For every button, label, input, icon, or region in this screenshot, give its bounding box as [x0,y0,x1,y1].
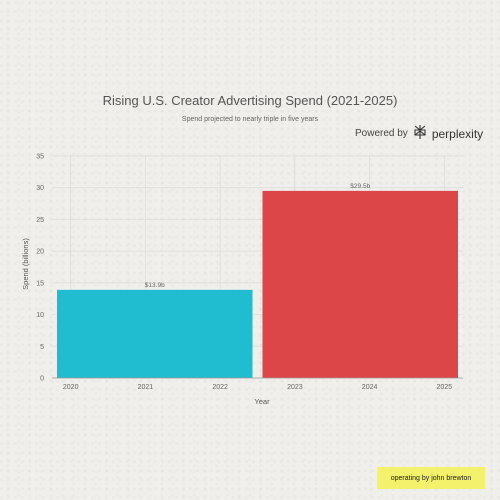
bar-value-label: $29.5b [350,183,370,190]
x-tick-label: 2022 [212,384,228,391]
y-tick-label: 10 [36,312,44,319]
chart-subtitle: Spend projected to nearly triple in five… [182,116,319,123]
y-tick-label: 25 [36,217,44,224]
perplexity-logo-icon [412,124,428,143]
author-badge-text: operating by john brewton [390,474,472,482]
powered-by-brand: perplexity [431,126,484,141]
y-tick-label: 20 [36,249,44,256]
bar-value-label: $13.9b [145,282,165,289]
powered-by: Powered by perplexity [355,124,483,143]
bars: $13.9b $29.5b [57,183,458,378]
x-tick-label: 2025 [437,384,453,391]
y-tick-label: 30 [36,185,44,192]
y-tick-label: 0 [40,376,44,383]
author-badge: operating by john brewton [377,467,485,489]
x-axis-label: Year [254,397,270,406]
y-axis-label: Spend (billions) [21,238,30,290]
bar [57,289,253,378]
y-tick-label: 35 [36,154,44,161]
y-tick-label: 5 [40,344,44,351]
chart-title: Rising U.S. Creator Advertising Spend (2… [103,93,398,108]
x-tick-label: 2021 [138,384,154,391]
y-tick-label: 15 [36,280,44,287]
x-tick-label: 2024 [362,384,378,391]
x-tick-label: 2023 [287,384,303,391]
x-tick-label: 2020 [63,384,79,391]
bar [262,190,458,378]
powered-by-label: Powered by [355,128,408,139]
